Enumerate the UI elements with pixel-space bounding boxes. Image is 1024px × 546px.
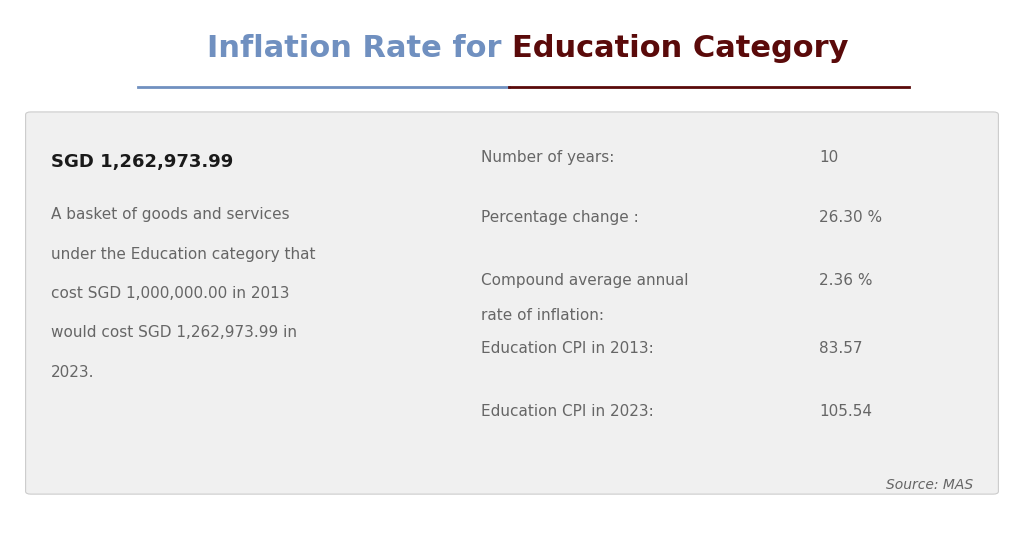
Text: rate of inflation:: rate of inflation: [481,308,604,323]
Text: SGD 1,262,973.99: SGD 1,262,973.99 [51,153,233,171]
Text: Education CPI in 2023:: Education CPI in 2023: [481,404,654,419]
Text: 2023.: 2023. [51,365,94,379]
Text: Percentage change :: Percentage change : [481,210,639,225]
Text: 105.54: 105.54 [819,404,872,419]
Text: Source: MAS: Source: MAS [886,478,973,492]
Text: under the Education category that: under the Education category that [51,247,315,262]
Text: Number of years:: Number of years: [481,150,614,165]
Text: 10: 10 [819,150,839,165]
Text: 2.36 %: 2.36 % [819,273,872,288]
Text: Compound average annual: Compound average annual [481,273,689,288]
Text: cost SGD 1,000,000.00 in 2013: cost SGD 1,000,000.00 in 2013 [51,286,290,301]
Text: Education CPI in 2013:: Education CPI in 2013: [481,341,654,356]
Text: A basket of goods and services: A basket of goods and services [51,207,290,222]
Text: Inflation Rate for: Inflation Rate for [207,34,512,63]
Text: 26.30 %: 26.30 % [819,210,883,225]
Text: Education Category: Education Category [512,34,849,63]
Text: 83.57: 83.57 [819,341,862,356]
Text: would cost SGD 1,262,973.99 in: would cost SGD 1,262,973.99 in [51,325,297,340]
